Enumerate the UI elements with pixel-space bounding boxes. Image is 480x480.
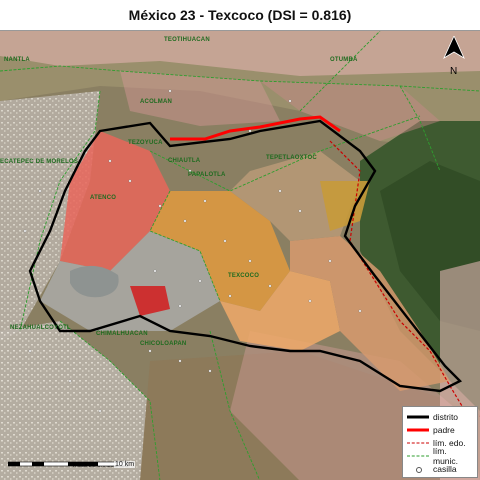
north-label: N [450,66,457,77]
map-legend: distrito padre lím. edo. lím. munic. cas… [402,406,478,478]
legend-lim-edo-label: lím. edo. [433,437,466,448]
scale-label: 10 km [114,461,136,468]
label-atenco: ATENCO [90,195,116,201]
label-nantla: NANTLA [4,57,30,63]
label-texcoco: TEXCOCO [228,273,259,279]
north-arrow: N [443,36,465,77]
label-chicoloapan: CHICOLOAPAN [140,341,186,347]
state-limit [329,140,480,417]
district-boundary [28,119,463,393]
legend-padre-label: padre [433,424,455,435]
north-arrow-icon [443,36,465,60]
label-teotihuacan: TEOTIHUACAN [164,37,210,43]
legend-lim-edo: lím. edo. [407,436,473,449]
legend-lim-munic: lím. munic. [407,446,473,466]
label-papalotla: PAPALOTLA [188,172,226,178]
parent-boundary [170,115,341,141]
legend-lim-munic-label: lím. munic. [433,445,459,466]
urban-west [0,91,100,341]
scale-bar [8,461,128,467]
casilla-points [23,89,362,413]
map-canvas[interactable]: TEOTIHUACAN NANTLA OTUMBA ACOLMAN TEZOYU… [0,31,480,480]
legend-distrito-label: distrito [433,411,459,422]
section-atenco [60,131,170,271]
label-nezahualcoyotl: NEZAHUALCOYOTL [10,325,71,331]
legend-distrito: distrito [407,410,473,423]
section-east-large [290,236,450,391]
label-chiautla: CHIAUTLA [168,158,201,164]
urban-southwest [0,321,150,480]
municipal-limits [0,31,480,480]
label-ecatepec: ECATEPEC DE MORELOS [0,159,78,165]
muni-overlay-north [0,31,480,76]
section-red-small [130,286,170,316]
section-lake [40,231,220,331]
muni-overlay-acolman [120,71,280,126]
label-chimalhuacan: CHIMALHUACAN [96,331,148,337]
section-lake-water [70,265,119,298]
section-brown [320,181,370,231]
label-otumba: OTUMBA [330,57,358,63]
label-tezoyuca: TEZOYUCA [128,140,163,146]
section-texcoco [220,271,340,351]
label-acolman: ACOLMAN [140,99,172,105]
muni-overlay-east-top [260,81,440,141]
label-tepetlaoxtoc: TEPETLAOXTOC [266,155,317,161]
legend-casilla-label: casilla [433,463,457,474]
map-title: México 23 - Texcoco (DSI = 0.816) [0,0,480,30]
legend-padre: padre [407,423,473,436]
legend-casilla: casilla [407,462,473,475]
map-frame[interactable]: TEOTIHUACAN NANTLA OTUMBA ACOLMAN TEZOYU… [0,30,480,480]
